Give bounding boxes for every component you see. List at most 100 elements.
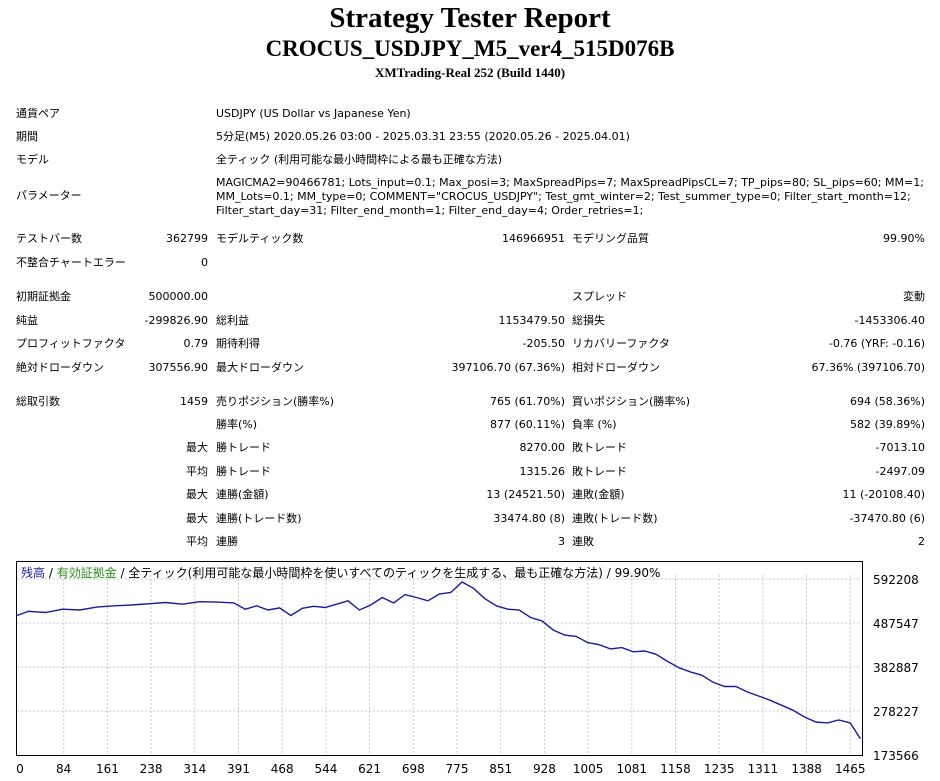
grossprofit-value: 1153479.50 — [498, 314, 565, 327]
x-tick-label: 161 — [96, 762, 119, 776]
model-value: 全ティック (利用可能な最小時間枠による最も正確な方法) — [216, 153, 503, 166]
y-tick-label: 173566 — [873, 749, 919, 763]
reldd-value: 67.36% (397106.70) — [811, 361, 925, 374]
params-label: パラメーター — [16, 189, 82, 202]
avgconslosses-label: 連敗 — [572, 535, 594, 548]
x-tick-label: 1081 — [617, 762, 648, 776]
avgconslosses-value: 2 — [918, 535, 925, 548]
x-tick-label: 391 — [227, 762, 250, 776]
x-tick-label: 1465 — [835, 762, 866, 776]
x-tick-label: 698 — [402, 762, 425, 776]
legend-sep: / — [45, 566, 57, 580]
period-value: 5分足(M5) 2020.05.26 03:00 - 2025.03.31 23… — [216, 130, 630, 143]
ticks-value: 146966951 — [502, 232, 565, 245]
largestloss-value: -7013.10 — [875, 441, 925, 454]
x-tick-label: 928 — [533, 762, 556, 776]
avgcons-prefix: 平均 — [186, 535, 208, 548]
params-line-2: MM_Lots=0.1; MM_type=0; COMMENT="CROCUS_… — [216, 190, 911, 203]
maxconsprofit-value: 33474.80 (8) — [493, 512, 565, 525]
recovery-value: -0.76 (YRF: -0.16) — [828, 337, 925, 350]
quality-value: 99.90% — [883, 232, 925, 245]
bars-label: テストバー数 — [16, 232, 82, 245]
maxdd-label: 最大ドローダウン — [216, 361, 304, 374]
long-label: 買いポジション(勝率%) — [572, 395, 691, 408]
winrate-value: 877 (60.11%) — [489, 418, 565, 431]
x-tick-label: 1005 — [573, 762, 604, 776]
absdd-value: 307556.90 — [148, 361, 209, 374]
grossloss-label: 総損失 — [572, 314, 605, 327]
maxconslosses-label: 連敗(金額) — [572, 488, 625, 501]
y-tick-label: 592208 — [873, 573, 919, 587]
trades-value: 1459 — [180, 395, 208, 408]
x-tick-label: 544 — [314, 762, 337, 776]
x-tick-label: 468 — [271, 762, 294, 776]
quality-label: モデリング品質 — [572, 232, 649, 245]
lossrate-label: 負率 (%) — [572, 418, 617, 431]
avgwin-label: 勝トレード — [216, 465, 271, 478]
largestwin-value: 8270.00 — [519, 441, 566, 454]
grossloss-value: -1453306.40 — [854, 314, 925, 327]
legend-rest: / 全ティック(利用可能な最小時間枠を使いすべてのティックを生成する、最も正確な… — [116, 566, 661, 580]
largest-prefix: 最大 — [186, 441, 208, 454]
y-tick-label: 278227 — [873, 705, 919, 719]
mismatch-value: 0 — [201, 256, 208, 269]
recovery-label: リカバリーファクタ — [572, 337, 670, 350]
payoff-label: 期待利得 — [216, 337, 260, 350]
mismatch-label: 不整合チャートエラー — [16, 256, 126, 269]
deposit-value: 500000.00 — [148, 290, 209, 303]
chart-legend: 残高 / 有効証拠金 / 全ティック(利用可能な最小時間枠を使いすべてのティック… — [21, 564, 660, 581]
x-tick-label: 1235 — [704, 762, 735, 776]
legend-balance: 残高 — [21, 566, 46, 580]
maxconsprofit-label: 連勝(トレード数) — [216, 512, 302, 525]
x-tick-label: 1388 — [791, 762, 822, 776]
absdd-label: 絶対ドローダウン — [16, 361, 104, 374]
model-label: モデル — [16, 153, 49, 166]
params-line-1: MAGICMA2=90466781; Lots_input=0.1; Max_p… — [216, 176, 924, 189]
x-tick-label: 1158 — [660, 762, 691, 776]
netprofit-value: -299826.90 — [144, 314, 208, 327]
largestwin-label: 勝トレード — [216, 441, 271, 454]
maxconswins-value: 13 (24521.50) — [486, 488, 565, 501]
long-value: 694 (58.36%) — [849, 395, 925, 408]
x-tick-label: 851 — [489, 762, 512, 776]
report-title: Strategy Tester Report — [329, 2, 611, 34]
pf-value: 0.79 — [183, 337, 209, 350]
balance-chart-frame — [16, 561, 863, 756]
maxconsloss-value: -37470.80 (6) — [849, 512, 925, 525]
ticks-label: モデルティック数 — [216, 232, 304, 245]
trades-label: 総取引数 — [16, 395, 60, 408]
x-tick-label: 775 — [446, 762, 469, 776]
netprofit-label: 純益 — [16, 314, 38, 327]
largestloss-label: 敗トレード — [572, 441, 627, 454]
y-tick-label: 487547 — [873, 617, 919, 631]
maxdd-value: 397106.70 (67.36%) — [451, 361, 565, 374]
maxconsloss-label: 連敗(トレード数) — [572, 512, 658, 525]
server-info: XMTrading-Real 252 (Build 1440) — [374, 65, 566, 80]
balance-series-line — [16, 581, 861, 740]
period-label: 期間 — [16, 130, 38, 143]
winrate-label: 勝率(%) — [216, 418, 258, 431]
avgloss-value: -2497.09 — [875, 465, 925, 478]
bars-value: 362799 — [166, 232, 208, 245]
spread-label: スプレッド — [572, 290, 627, 303]
spread-value: 変動 — [903, 290, 925, 303]
x-tick-label: 238 — [140, 762, 163, 776]
maxcons-prefix: 最大 — [186, 488, 208, 501]
payoff-value: -205.50 — [522, 337, 565, 350]
x-tick-label: 0 — [16, 762, 24, 776]
short-value: 765 (61.70%) — [489, 395, 565, 408]
maxconswins-label: 連勝(金額) — [216, 488, 269, 501]
maxconslosses-value: 11 (-20108.40) — [842, 488, 925, 501]
x-tick-label: 1311 — [748, 762, 779, 776]
symbol-value: USDJPY (US Dollar vs Japanese Yen) — [216, 107, 411, 120]
x-tick-label: 621 — [358, 762, 381, 776]
deposit-label: 初期証拠金 — [16, 290, 71, 303]
expert-name: CROCUS_USDJPY_M5_ver4_515D076B — [265, 36, 675, 61]
short-label: 売りポジション(勝率%) — [216, 395, 335, 408]
average-prefix: 平均 — [186, 465, 208, 478]
maxconsamount-prefix: 最大 — [186, 512, 208, 525]
lossrate-value: 582 (39.89%) — [849, 418, 925, 431]
x-tick-label: 314 — [183, 762, 206, 776]
pf-label: プロフィットファクタ — [16, 337, 126, 350]
params-line-3: Filter_start_day=31; Filter_end_month=1;… — [216, 204, 644, 217]
